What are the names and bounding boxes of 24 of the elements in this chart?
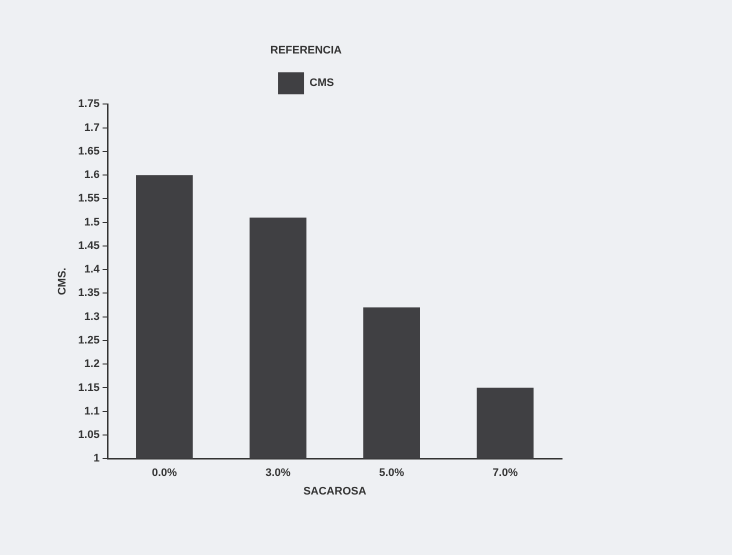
y-tick-label: 1: [93, 452, 100, 465]
x-axis-title: SACAROSA: [303, 485, 366, 498]
y-tick-label: 1.6: [84, 169, 100, 182]
y-tick-label: 1.15: [78, 382, 100, 394]
legend-label: CMS: [310, 77, 334, 90]
y-tick-label: 1.25: [78, 334, 100, 346]
y-axis-title: CMS.: [56, 268, 69, 296]
y-tick-label: 1.2: [84, 358, 100, 370]
x-tick-label: 7.0%: [492, 467, 518, 480]
y-tick-label: 1.1: [84, 405, 100, 418]
y-tick-label: 1.4: [84, 264, 100, 276]
x-tick-label: 0.0%: [152, 467, 178, 480]
x-tick-label: 3.0%: [265, 467, 291, 480]
y-tick-label: 1.5: [84, 216, 100, 228]
y-tick-label: 1.05: [78, 429, 100, 442]
y-tick-label: 1.65: [78, 145, 100, 158]
y-tick-label: 1.3: [84, 310, 100, 323]
y-tick-label: 1.7: [84, 122, 100, 134]
y-tick-label: 1.35: [78, 287, 100, 300]
legend-title: REFERENCIA: [270, 44, 342, 57]
x-tick-label: 5.0%: [379, 467, 404, 480]
y-tick-label: 1.75: [78, 98, 100, 110]
y-tick-label: 1.45: [78, 240, 100, 252]
y-tick-label: 1.55: [78, 192, 100, 205]
